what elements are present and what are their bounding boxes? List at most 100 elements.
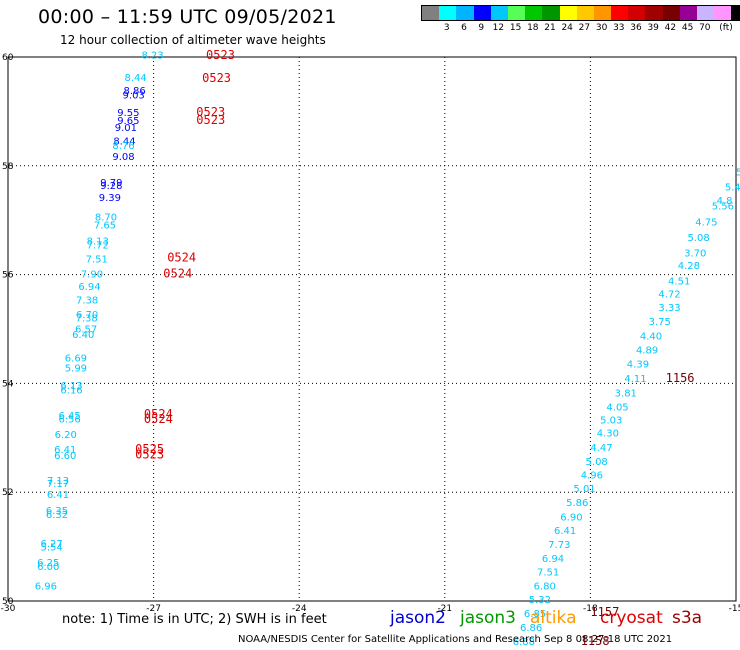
legend-label: 30 [595, 23, 608, 33]
legend-swatch [422, 6, 440, 20]
wave-height-label: 7.51 [537, 567, 559, 578]
footnote: note: 1) Time is in UTC; 2) SWH is in fe… [62, 612, 327, 627]
wave-height-label: 6.70 [76, 310, 98, 321]
legend-label: 6 [461, 23, 467, 33]
wave-height-label: 3.81 [615, 388, 637, 399]
legend-label: 27 [578, 23, 591, 33]
legend-swatch [507, 6, 526, 20]
wave-height-label: 4.51 [668, 276, 690, 287]
wave-height-label: 6.27 [41, 539, 63, 550]
page-title: 00:00 – 11:59 UTC 09/05/2021 [38, 6, 337, 28]
legend-labels: 3 6 9 12 15 18 21 24 27 30 33 36 39 42 45 70 (ft) [421, 21, 740, 35]
wave-height-label: 6.96 [35, 582, 57, 593]
wave-height-label: 8.86 [124, 86, 146, 97]
legend-swatch [628, 6, 646, 20]
legend-jason2: jason2 [390, 608, 446, 628]
wave-height-label: 6.00 [37, 562, 59, 573]
wave-height-label: 6.60 [54, 451, 76, 462]
wave-height-label: 9.03 [123, 90, 145, 101]
time-label: 0523 [196, 113, 225, 127]
time-label: 0524 [144, 407, 173, 421]
legend-swatch [697, 6, 715, 20]
legend-swatch [662, 6, 680, 20]
wave-height-label: 7.73 [548, 540, 570, 551]
wave-height-label: 6.41 [54, 445, 76, 456]
wave-height-label: 8.44 [113, 137, 135, 148]
legend-swatch [576, 6, 594, 20]
legend-swatch [456, 6, 474, 20]
legend-swatches [421, 5, 740, 21]
legend-swatch [731, 6, 740, 20]
wave-height-label: 4.40 [640, 331, 662, 342]
wave-height-label: 4.8 [717, 196, 733, 207]
x-tick-label: -18 [583, 604, 598, 614]
legend-label: 33 [613, 23, 625, 33]
wave-height-label: 7.17 [47, 479, 69, 490]
wave-height-label: 6.16 [60, 386, 82, 397]
x-tick-label: -15 [729, 604, 740, 614]
y-tick-label: 54 [2, 379, 14, 389]
x-tick-label: -27 [146, 604, 161, 614]
legend-label: 9 [478, 23, 485, 33]
wave-height-label: 7.38 [75, 313, 97, 324]
wave-height-label: 6.41 [554, 526, 576, 537]
legend-label: 70 [699, 23, 711, 33]
wave-height-label: 6.88 [513, 637, 535, 648]
wave-height-label: 5.86 [566, 498, 588, 509]
legend-swatch [645, 6, 663, 20]
wave-height-label: 6.20 [55, 430, 77, 441]
y-tick-label: 56 [2, 271, 14, 281]
wave-height-label: 5.54 [41, 542, 63, 553]
wave-height-label: 3.33 [658, 303, 680, 314]
legend-altika: altika [530, 608, 577, 628]
wave-height-label: 5.03 [600, 416, 622, 427]
time-label: 0523 [196, 105, 225, 119]
wave-height-label: 6.90 [560, 512, 582, 523]
legend-label: 3 [443, 23, 450, 33]
wave-height-label: 5.08 [687, 233, 709, 244]
wave-height-label: 6.85 [524, 609, 546, 620]
wave-height-label: 6.69 [65, 354, 87, 365]
wave-height-label: 8.23 [141, 51, 163, 62]
wave-height-label: 6.25 [37, 558, 59, 569]
legend-label: 39 [647, 23, 659, 33]
wave-height-label: 3.75 [649, 317, 671, 328]
wave-height-label: 9.39 [99, 193, 121, 204]
wave-height-label: 4.28 [678, 261, 700, 272]
legend-swatch [593, 6, 612, 20]
wave-height-label: 8.13 [87, 237, 109, 248]
legend-swatch [525, 6, 543, 20]
wave-height-label: 6.86 [520, 623, 542, 634]
legend-jason3: jason3 [460, 608, 516, 628]
legend-label: 42 [664, 23, 677, 33]
time-label: 0524 [163, 266, 192, 280]
wave-height-label: 9.79 [100, 178, 122, 189]
wave-height-label: 5.08 [586, 457, 608, 468]
legend-unit: (ft) [719, 23, 733, 33]
time-label: 0523 [135, 447, 164, 461]
wave-height-label: 4.47 [590, 443, 612, 454]
time-label: 0523 [206, 48, 235, 62]
legend-swatch [542, 6, 560, 20]
time-label: 1158 [581, 634, 610, 648]
wave-height-label: 6.32 [46, 510, 68, 521]
color-legend: 3 6 9 12 15 18 21 24 27 30 33 36 39 42 45 70 (ft) [421, 5, 740, 35]
wave-height-label: 7.90 [81, 269, 103, 280]
wave-height-label: 4.96 [581, 471, 603, 482]
legend-cryosat: cryosat [600, 608, 663, 628]
wave-height-label: 5 [736, 168, 740, 179]
wave-height-label: 6.56 [58, 415, 80, 426]
legend-label: 45 [681, 23, 694, 33]
wave-height-label: 6.45 [58, 411, 80, 422]
wave-height-label: 6.94 [78, 282, 100, 293]
wave-height-label: 6.80 [534, 582, 556, 593]
legend-label: 12 [492, 23, 505, 33]
wave-height-label: 4.11 [624, 374, 646, 385]
wave-height-label: 6.13 [60, 381, 82, 392]
wave-height-label: 5.99 [65, 363, 87, 374]
wave-height-label: 4.05 [606, 403, 628, 414]
x-tick-label: -30 [1, 604, 16, 614]
wave-height-label: 7.38 [76, 295, 98, 306]
wave-height-label: 6.35 [46, 506, 68, 517]
